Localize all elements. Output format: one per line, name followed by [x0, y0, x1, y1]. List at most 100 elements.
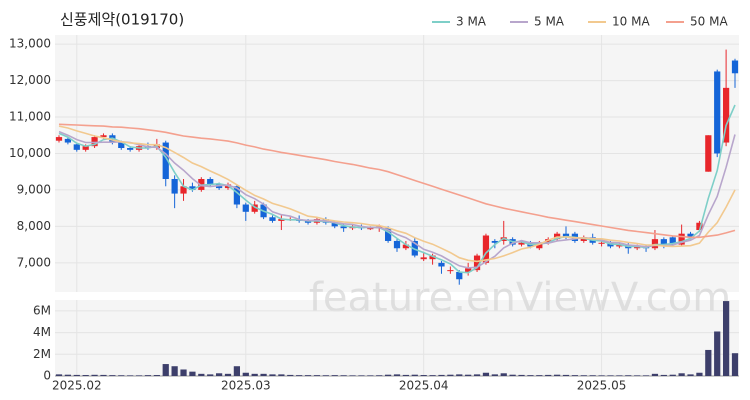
volume-bar: [651, 373, 659, 376]
y-tick-label: 13,000: [9, 37, 51, 51]
candle-body: [304, 220, 312, 223]
legend-label: 50 MA: [690, 15, 728, 29]
volume-bar: [500, 373, 507, 376]
volume-bar: [242, 372, 249, 376]
volume-bar: [616, 375, 623, 376]
volume-bar: [429, 375, 436, 376]
candle-body: [482, 235, 490, 263]
volume-bar: [215, 373, 223, 376]
volume-bar: [260, 373, 267, 376]
chart-title: 신풍제약(019170): [60, 11, 184, 29]
volume-bar: [180, 369, 187, 376]
volume-bar: [420, 375, 427, 376]
y-tick-label: 8,000: [17, 219, 51, 233]
x-tick-label: 2025.05: [577, 379, 627, 393]
volume-bar: [358, 375, 365, 376]
volume-bar: [144, 375, 152, 376]
volume-bar: [607, 375, 614, 376]
candle-body: [251, 204, 258, 212]
volume-bar: [331, 375, 338, 376]
x-tick-label: 2025.02: [52, 379, 102, 393]
volume-bar: [571, 375, 579, 376]
volume-bar: [465, 374, 472, 376]
volume-bar: [438, 374, 445, 376]
ma-line: [58, 130, 736, 269]
candle-body: [518, 242, 525, 245]
volume-bar: [625, 375, 632, 376]
candle-body: [447, 270, 454, 272]
volume-bar: [82, 375, 89, 376]
candle-body: [91, 137, 98, 147]
volume-bar: [393, 374, 401, 376]
candle-body: [384, 228, 392, 241]
volume-bar: [349, 375, 356, 376]
volume-bar: [642, 375, 650, 376]
volume-bar: [731, 353, 739, 376]
candle-body: [731, 60, 739, 74]
volume-bar: [340, 375, 347, 376]
candle-body: [393, 240, 401, 249]
volume-bar: [580, 375, 587, 376]
candle-body: [536, 242, 543, 249]
candle-body: [705, 135, 712, 172]
volume-bar: [73, 374, 80, 376]
candle-body: [55, 137, 63, 141]
volume-bar: [127, 375, 134, 376]
volume-bar: [376, 375, 383, 376]
volume-bar: [714, 331, 721, 376]
volume-bar: [189, 371, 196, 376]
candle-body: [616, 244, 623, 247]
candle-body: [127, 148, 134, 150]
volume-bar: [562, 374, 570, 376]
volume-bar: [64, 374, 72, 376]
volume-bar: [518, 374, 525, 376]
volume-bar: [384, 374, 392, 376]
y-tick-label: 0: [43, 369, 51, 383]
y-tick-label: 4M: [33, 325, 51, 339]
volume-bar: [705, 349, 712, 376]
ma-line: [58, 125, 736, 263]
candle-body: [491, 240, 498, 243]
volume-bar: [251, 373, 258, 376]
volume-bar: [367, 375, 374, 376]
volume-bar: [109, 375, 116, 376]
candle-body: [651, 239, 659, 249]
volume-bar: [536, 375, 543, 376]
y-tick-label: 11,000: [9, 110, 51, 124]
volume-bar: [207, 374, 214, 376]
volume-bar: [278, 374, 285, 376]
volume-bar: [634, 375, 641, 376]
volume-bar: [55, 374, 63, 376]
candle-body: [118, 142, 125, 149]
candle-body: [367, 228, 374, 230]
y-tick-label: 6M: [33, 303, 51, 317]
legend-label: 10 MA: [612, 15, 650, 29]
volume-bar: [135, 375, 143, 376]
candle-body: [687, 233, 694, 238]
volume-panel: [55, 300, 739, 376]
candle-body: [207, 178, 214, 185]
volume-bar: [100, 374, 107, 376]
y-tick-label: 12,000: [9, 73, 51, 87]
volume-bar: [118, 375, 125, 376]
volume-bar: [162, 364, 169, 376]
candle-body: [162, 142, 169, 179]
volume-bar: [722, 301, 730, 376]
y-tick-label: 9,000: [17, 182, 51, 196]
y-tick-label: 10,000: [9, 146, 51, 160]
candle-body: [269, 217, 276, 221]
candle-body: [171, 178, 178, 194]
y-tick-label: 7,000: [17, 255, 51, 269]
candle-body: [180, 186, 187, 194]
candle-body: [598, 242, 605, 244]
volume-bar: [313, 375, 321, 376]
volume-bar: [402, 374, 410, 376]
candle-body: [660, 239, 667, 247]
volume-bar: [669, 374, 676, 376]
candle-body: [562, 233, 570, 238]
volume-bar: [527, 375, 534, 376]
volume-bar: [598, 375, 605, 376]
candle-body: [429, 255, 436, 260]
candle-body: [340, 226, 347, 229]
volume-bar: [322, 375, 329, 376]
